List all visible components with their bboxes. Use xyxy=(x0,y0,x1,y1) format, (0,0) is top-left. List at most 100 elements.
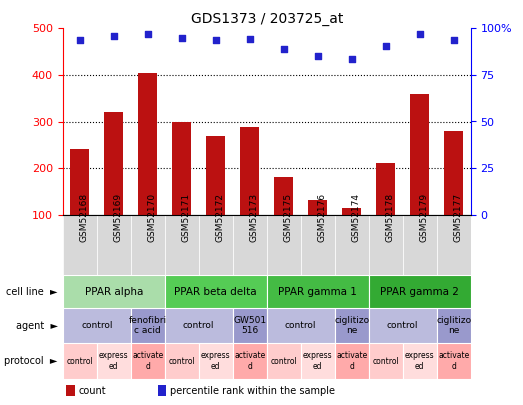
Text: PPAR gamma 1: PPAR gamma 1 xyxy=(278,287,357,296)
Bar xyxy=(63,215,97,275)
Text: express
ed: express ed xyxy=(99,352,129,371)
Text: express
ed: express ed xyxy=(201,352,231,371)
Bar xyxy=(158,386,166,396)
Bar xyxy=(131,308,165,343)
Bar xyxy=(437,343,471,379)
Point xyxy=(381,43,390,49)
Bar xyxy=(63,308,131,343)
Bar xyxy=(335,308,369,343)
Text: GSM52171: GSM52171 xyxy=(181,193,191,242)
Bar xyxy=(403,215,437,275)
Bar xyxy=(71,149,89,215)
Bar xyxy=(301,343,335,379)
Bar xyxy=(165,215,199,275)
Text: ciglitizo
ne: ciglitizo ne xyxy=(334,316,369,335)
Bar xyxy=(97,343,131,379)
Point xyxy=(75,37,84,44)
Text: GSM52172: GSM52172 xyxy=(215,193,225,242)
Point xyxy=(109,32,118,39)
Bar xyxy=(139,72,157,215)
Text: control: control xyxy=(168,357,195,366)
Bar xyxy=(267,308,335,343)
Point xyxy=(347,56,356,63)
Bar xyxy=(309,200,327,215)
Text: control: control xyxy=(372,357,399,366)
Bar xyxy=(63,343,97,379)
Bar xyxy=(241,127,259,215)
Text: control: control xyxy=(66,357,93,366)
Text: PPAR gamma 2: PPAR gamma 2 xyxy=(380,287,459,296)
Bar xyxy=(233,343,267,379)
Bar xyxy=(369,308,437,343)
Text: GW501
516: GW501 516 xyxy=(233,316,266,335)
Text: percentile rank within the sample: percentile rank within the sample xyxy=(170,386,335,396)
Bar xyxy=(369,215,403,275)
Text: protocol  ►: protocol ► xyxy=(4,356,58,366)
Bar xyxy=(301,215,335,275)
Bar xyxy=(131,343,165,379)
Text: activate
d: activate d xyxy=(336,352,367,371)
Point xyxy=(279,46,288,52)
Bar xyxy=(275,177,293,215)
Bar xyxy=(233,308,267,343)
Bar xyxy=(66,386,75,396)
Bar xyxy=(267,275,369,308)
Text: express
ed: express ed xyxy=(405,352,435,371)
Point xyxy=(449,36,458,43)
Bar xyxy=(267,215,301,275)
Bar xyxy=(199,215,233,275)
Text: PPAR alpha: PPAR alpha xyxy=(85,287,143,296)
Text: GSM52179: GSM52179 xyxy=(419,193,429,242)
Bar xyxy=(411,94,429,215)
Bar xyxy=(97,215,131,275)
Point xyxy=(177,35,186,42)
Bar xyxy=(63,275,165,308)
Bar xyxy=(199,343,233,379)
Text: ciglitizo
ne: ciglitizo ne xyxy=(436,316,471,335)
Bar xyxy=(369,343,403,379)
Bar xyxy=(369,275,471,308)
Bar xyxy=(173,122,191,215)
Bar xyxy=(437,215,471,275)
Bar xyxy=(437,308,471,343)
Bar xyxy=(377,163,395,215)
Text: GSM52168: GSM52168 xyxy=(79,193,89,242)
Bar xyxy=(131,215,165,275)
Text: activate
d: activate d xyxy=(132,352,163,371)
Text: GSM52177: GSM52177 xyxy=(453,193,463,242)
Bar xyxy=(207,136,225,215)
Point xyxy=(313,52,322,59)
Text: fenofibri
c acid: fenofibri c acid xyxy=(129,316,167,335)
Text: GSM52169: GSM52169 xyxy=(114,193,123,242)
Bar xyxy=(105,112,123,215)
Text: control: control xyxy=(270,357,297,366)
Bar xyxy=(335,343,369,379)
Point xyxy=(245,36,254,43)
Text: count: count xyxy=(78,386,106,396)
Text: GSM52176: GSM52176 xyxy=(317,193,327,242)
Bar xyxy=(233,215,267,275)
Text: activate
d: activate d xyxy=(438,352,469,371)
Text: cell line  ►: cell line ► xyxy=(6,287,58,296)
Text: GSM52170: GSM52170 xyxy=(147,193,157,242)
Title: GDS1373 / 203725_at: GDS1373 / 203725_at xyxy=(190,12,343,26)
Bar xyxy=(335,215,369,275)
Text: express
ed: express ed xyxy=(303,352,333,371)
Text: GSM52178: GSM52178 xyxy=(385,193,395,242)
Point xyxy=(211,36,220,43)
Bar xyxy=(165,275,267,308)
Bar xyxy=(445,131,463,215)
Text: GSM52173: GSM52173 xyxy=(250,193,259,242)
Text: GSM52175: GSM52175 xyxy=(283,193,293,242)
Point xyxy=(143,30,152,37)
Bar xyxy=(165,308,233,343)
Bar xyxy=(267,343,301,379)
Text: control: control xyxy=(81,321,112,330)
Bar xyxy=(165,343,199,379)
Text: agent  ►: agent ► xyxy=(16,321,58,330)
Text: control: control xyxy=(183,321,214,330)
Bar xyxy=(403,343,437,379)
Text: activate
d: activate d xyxy=(234,352,265,371)
Text: control: control xyxy=(285,321,316,330)
Bar xyxy=(343,208,361,215)
